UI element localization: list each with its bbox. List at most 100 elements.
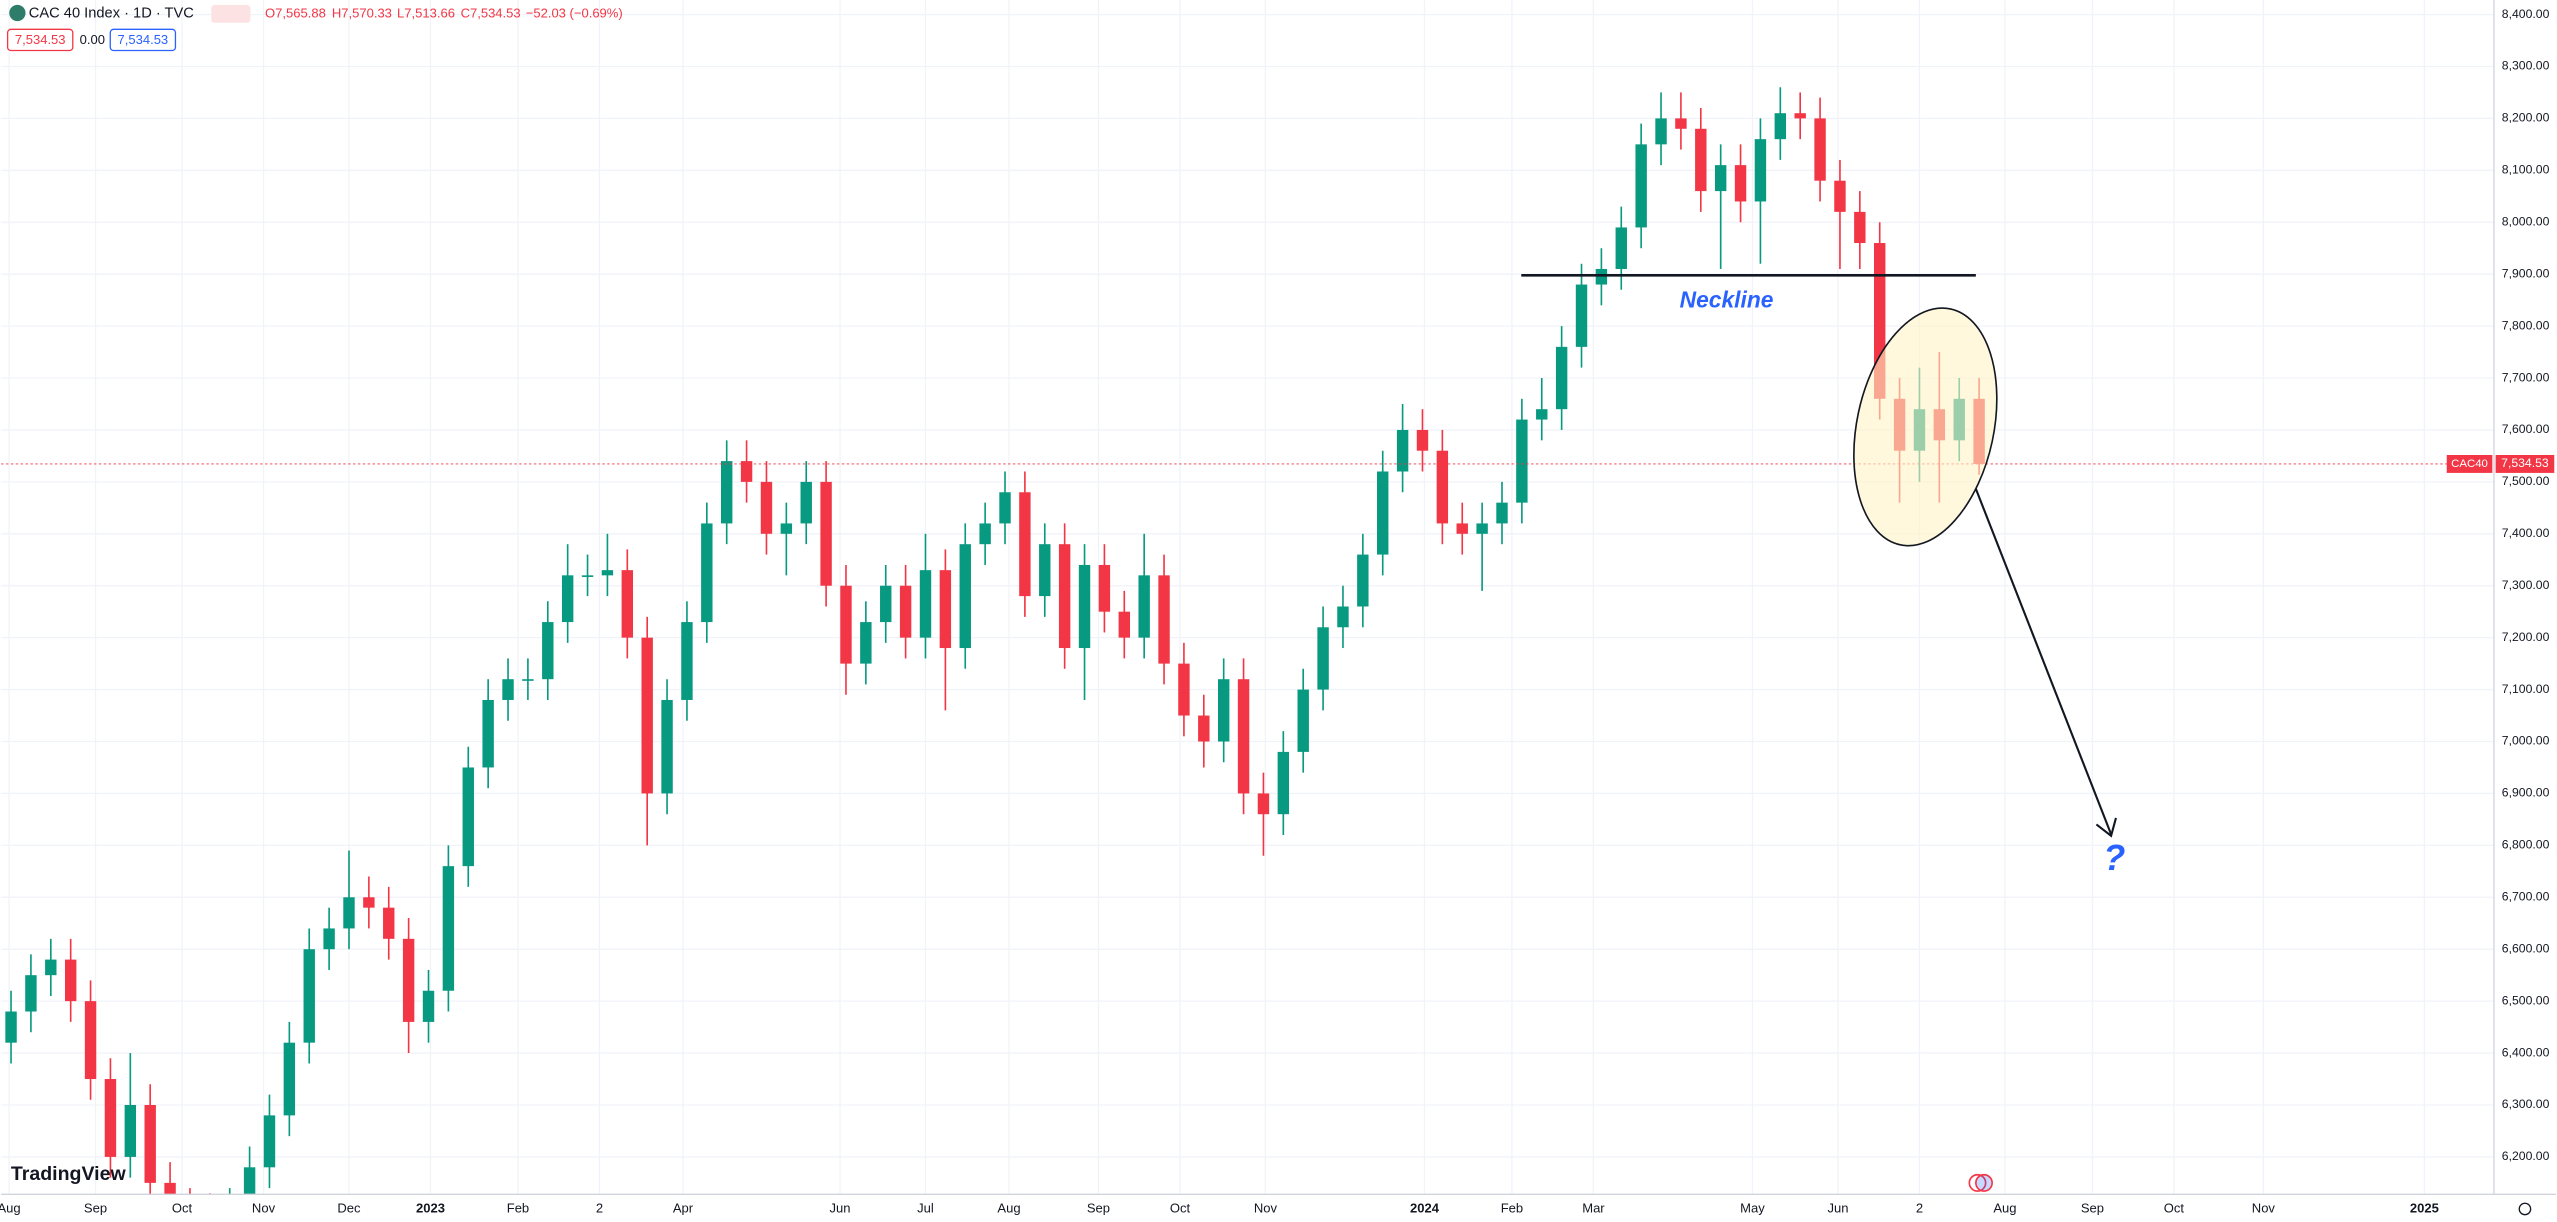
- x-tick-label: Oct: [1170, 1200, 1191, 1215]
- neckline-label: Neckline: [1680, 286, 1774, 312]
- candle-body: [1337, 606, 1349, 628]
- header-buttons[interactable]: [211, 4, 251, 23]
- candle-body: [1138, 575, 1150, 638]
- x-tick-label: 2024: [1410, 1200, 1440, 1215]
- arrow-head: [2095, 817, 2117, 838]
- ohlc-open: O7,565.88: [265, 5, 326, 20]
- ohlc-close: C7,534.53: [461, 5, 521, 20]
- candle-body: [641, 637, 653, 794]
- candle-body: [701, 523, 713, 623]
- candle-body: [343, 897, 355, 929]
- bid: 7,534.53: [15, 32, 66, 47]
- x-tick-label: May: [1740, 1200, 1765, 1215]
- bid-box[interactable]: [6, 28, 74, 52]
- y-tick-label: 6,300.00: [2502, 1097, 2550, 1111]
- candle-body: [542, 622, 554, 680]
- x-tick-label: Aug: [1993, 1200, 2016, 1215]
- y-tick-label: 7,600.00: [2502, 422, 2550, 436]
- y-tick-label: 7,700.00: [2502, 370, 2550, 384]
- candle-body: [1396, 429, 1409, 472]
- ohlc-high: H7,570.33: [332, 5, 392, 20]
- candle-body: [1794, 113, 1806, 119]
- candle-body: [999, 492, 1011, 524]
- candle-body: [1118, 611, 1130, 638]
- candles: [1, 87, 2494, 1195]
- candle-body: [681, 622, 693, 700]
- candle-body: [1575, 284, 1588, 347]
- candle-body: [1814, 118, 1826, 181]
- y-tick-label: 8,400.00: [2502, 7, 2550, 21]
- x-tick-label: Mar: [1582, 1200, 1605, 1215]
- candle-body: [1078, 564, 1091, 649]
- candle-body: [1476, 523, 1488, 534]
- candle-body: [899, 585, 912, 638]
- candle-body: [442, 866, 455, 991]
- ask-box[interactable]: [109, 28, 177, 52]
- y-tick-label: 7,300.00: [2502, 578, 2550, 592]
- x-tick-label: 2: [1916, 1200, 1923, 1215]
- candle-body: [25, 975, 37, 1012]
- candle-body: [860, 622, 872, 664]
- candle-body: [1834, 180, 1846, 212]
- y-tick-label: 6,700.00: [2502, 890, 2550, 904]
- logo: TradingView: [11, 1163, 127, 1185]
- candle-body: [1019, 492, 1031, 597]
- grid: [1, 0, 2494, 1195]
- symbol-tag: CAC40: [2451, 458, 2488, 470]
- candle-body: [880, 585, 892, 623]
- candle-body: [1317, 627, 1329, 690]
- candle-body: [1774, 113, 1787, 140]
- candle-body: [1416, 429, 1429, 451]
- x-tick-label: Feb: [1501, 1200, 1523, 1215]
- candle-body: [1297, 689, 1309, 752]
- candle-body: [1257, 793, 1270, 815]
- x-tick-label: Dec: [337, 1200, 361, 1215]
- x-tick-label: 2025: [2410, 1200, 2439, 1215]
- event-icon[interactable]: [1975, 1173, 1993, 1192]
- ask: 7,534.53: [118, 32, 169, 47]
- candle-body: [462, 767, 474, 867]
- candle-body: [502, 679, 514, 700]
- x-tick-label: Aug: [997, 1200, 1020, 1215]
- candle-body: [581, 575, 594, 577]
- y-tick-label: 6,900.00: [2502, 786, 2550, 800]
- x-tick-label: Sep: [84, 1200, 107, 1215]
- price-tag-box: [2495, 454, 2555, 473]
- x-tick-label: Jun: [1827, 1200, 1848, 1215]
- axes: 6,200.00 6,300.00 6,400.00 6,500.00 6,600.00…: [0, 7, 2555, 1215]
- x-tick-label: Aug: [0, 1200, 21, 1215]
- y-tick-label: 8,100.00: [2502, 163, 2550, 177]
- candle-body: [402, 938, 415, 1022]
- candle-body: [303, 949, 315, 1043]
- candle-body: [1536, 409, 1548, 420]
- x-tick-label: Nov: [1254, 1200, 1278, 1215]
- candle-body: [919, 570, 932, 638]
- x-tick-label: Sep: [1087, 1200, 1110, 1215]
- candle-body: [243, 1167, 256, 1195]
- candle-body: [1357, 554, 1369, 607]
- candle-body: [1874, 243, 1886, 399]
- symbol[interactable]: CAC 40 Index · 1D · TVC: [29, 6, 194, 22]
- candle-body: [800, 481, 812, 524]
- candle-body: [780, 523, 793, 534]
- y-tick-label: 7,900.00: [2502, 266, 2550, 280]
- candle-body: [1058, 544, 1071, 649]
- candle-body: [323, 928, 335, 950]
- candle-body: [64, 959, 77, 1002]
- y-tick-label: 6,200.00: [2502, 1149, 2550, 1163]
- candle-body: [363, 897, 375, 908]
- settings-icon[interactable]: [2518, 1202, 2532, 1216]
- candle-body: [1635, 144, 1647, 228]
- candle-body: [720, 461, 733, 524]
- candle-body: [422, 990, 435, 1022]
- candle-body: [1198, 715, 1210, 742]
- y-tick-label: 8,300.00: [2502, 59, 2550, 73]
- candle-body: [1039, 544, 1051, 597]
- candle-body: [1734, 165, 1747, 202]
- candle-body: [383, 907, 395, 939]
- candle-body: [104, 1079, 117, 1157]
- event-icon[interactable]: [1968, 1173, 1987, 1192]
- candle-body: [1615, 227, 1627, 269]
- y-tick-label: 8,000.00: [2502, 214, 2550, 228]
